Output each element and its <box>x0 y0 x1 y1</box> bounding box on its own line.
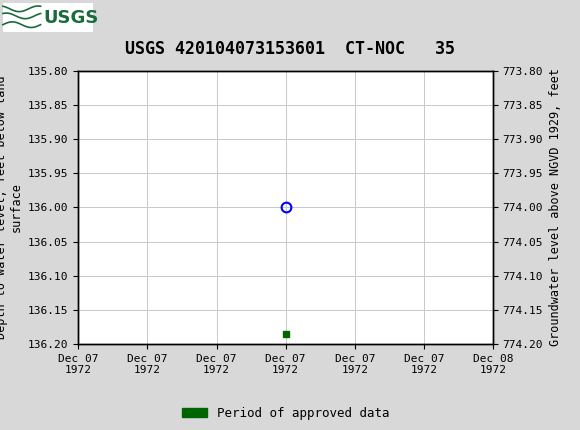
Text: USGS 420104073153601  CT-NOC   35: USGS 420104073153601 CT-NOC 35 <box>125 40 455 58</box>
Y-axis label: Groundwater level above NGVD 1929, feet: Groundwater level above NGVD 1929, feet <box>549 68 562 347</box>
Text: USGS: USGS <box>44 9 99 27</box>
Legend: Period of approved data: Period of approved data <box>177 402 394 425</box>
Y-axis label: Depth to water level, feet below land
surface: Depth to water level, feet below land su… <box>0 76 23 339</box>
FancyBboxPatch shape <box>3 3 93 32</box>
